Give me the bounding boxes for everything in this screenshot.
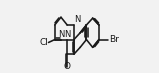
Text: Br: Br xyxy=(109,35,119,44)
Text: N: N xyxy=(74,15,81,24)
Text: N: N xyxy=(58,30,64,39)
Text: Cl: Cl xyxy=(39,38,48,47)
Text: N: N xyxy=(64,30,70,39)
Text: O: O xyxy=(64,62,71,71)
